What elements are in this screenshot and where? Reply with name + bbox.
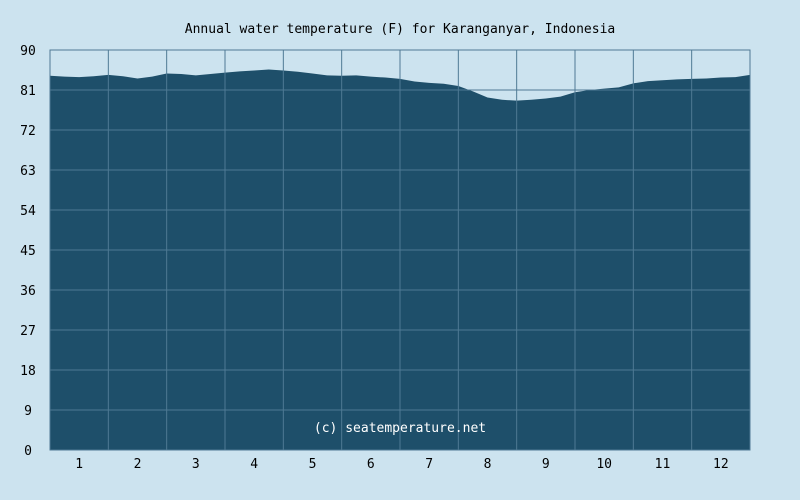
x-axis-ticks: 1 2 3 4 5 6 7 8 9 10 11 12 bbox=[75, 457, 728, 472]
y-tick-label: 63 bbox=[20, 164, 36, 179]
grid-lines bbox=[50, 49, 750, 451]
y-tick-label: 45 bbox=[20, 244, 36, 259]
x-tick-label: 7 bbox=[425, 457, 433, 472]
y-tick-label: 72 bbox=[20, 124, 36, 139]
x-tick-label: 4 bbox=[250, 457, 258, 472]
y-tick-label: 18 bbox=[20, 364, 36, 379]
x-tick-label: 6 bbox=[367, 457, 375, 472]
x-tick-label: 10 bbox=[596, 457, 612, 472]
y-tick-label: 90 bbox=[20, 44, 36, 59]
x-tick-label: 1 bbox=[75, 457, 83, 472]
x-tick-label: 8 bbox=[484, 457, 492, 472]
x-tick-label: 3 bbox=[192, 457, 200, 472]
x-tick-label: 11 bbox=[655, 457, 671, 472]
y-tick-label: 9 bbox=[24, 404, 32, 419]
x-tick-label: 2 bbox=[134, 457, 142, 472]
y-tick-label: 81 bbox=[20, 84, 36, 99]
plot-border bbox=[49, 49, 751, 451]
y-tick-label: 27 bbox=[20, 324, 36, 339]
y-tick-label: 0 bbox=[24, 444, 32, 459]
x-tick-label: 12 bbox=[713, 457, 729, 472]
watermark-text: (c) seatemperature.net bbox=[314, 421, 486, 436]
chart-title: Annual water temperature (F) for Karanga… bbox=[185, 22, 615, 37]
y-axis-ticks: 0 9 18 27 36 45 54 63 72 81 90 bbox=[20, 44, 36, 459]
x-tick-label: 9 bbox=[542, 457, 550, 472]
y-tick-label: 54 bbox=[20, 204, 36, 219]
x-tick-label: 5 bbox=[309, 457, 317, 472]
y-tick-label: 36 bbox=[20, 284, 36, 299]
